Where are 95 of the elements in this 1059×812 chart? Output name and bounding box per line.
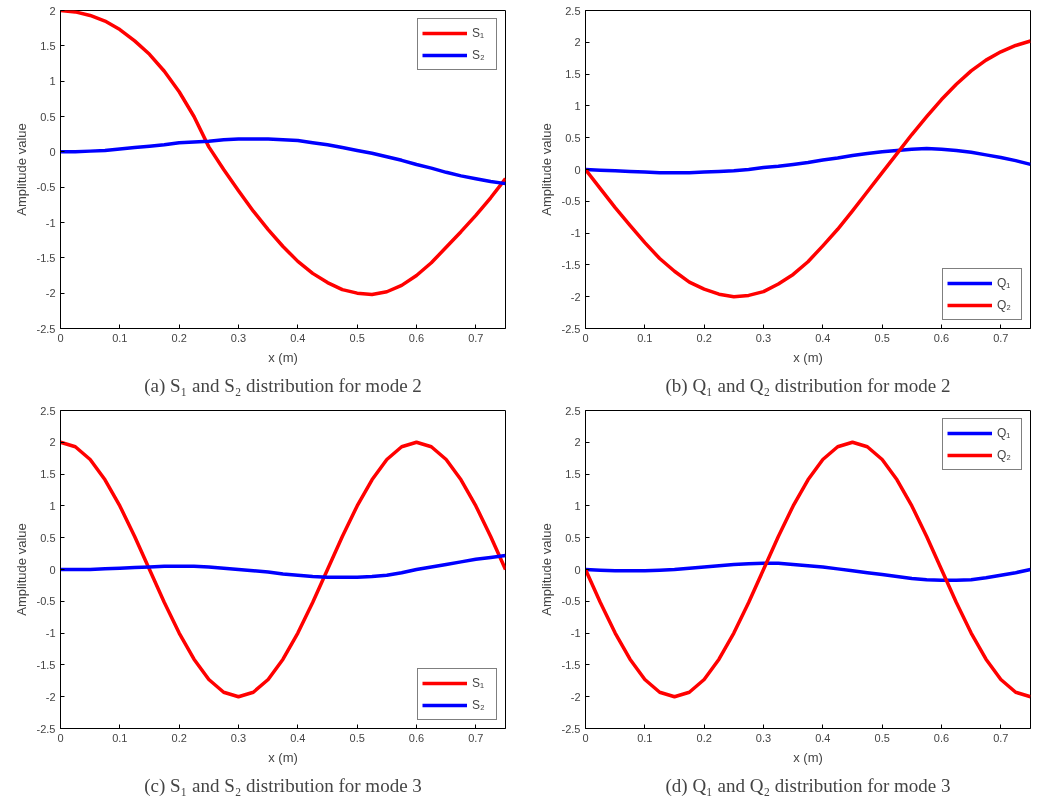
y-tick-label: -0.5 [561,195,581,208]
x-tick-label: 0.3 [230,731,247,744]
x-axis-title: x (m) [268,749,298,765]
y-tick-label: -2.5 [561,722,581,735]
x-tick-label: 0.4 [290,731,306,744]
y-tick-label: -2.5 [36,722,56,735]
legend-label: Q₁ [997,276,1012,290]
x-axis-title: x (m) [793,749,823,765]
y-tick-label: -1.5 [36,658,56,671]
y-axis-title: Amplitude value [538,523,554,616]
y-tick-label: 1.5 [40,39,56,52]
y-axis-title: Amplitude value [538,123,554,216]
text: (c) S₁ and S₂ distribution for mode 3 [144,774,422,797]
y-tick-label: -1.5 [561,658,581,671]
x-tick-label: 0.5 [874,331,890,344]
legend-label: S₁ [472,26,486,40]
y-tick-label: 2 [49,436,56,449]
y-tick-label: 0 [49,145,56,158]
y-tick-label: 2.5 [40,404,56,417]
x-axis-title: x (m) [268,349,298,365]
y-tick-label: -1 [45,627,56,640]
y-tick-label: -0.5 [561,595,581,608]
x-tick-label: 0.1 [112,331,128,344]
x-tick-label: 0.4 [815,331,831,344]
y-tick-label: -0.5 [36,595,56,608]
legend-label: S₂ [472,698,486,712]
x-tick-label: 0.6 [933,331,950,344]
y-axis-title: Amplitude value [13,523,29,616]
x-tick-label: 0.7 [993,731,1009,744]
y-tick-label: -1.5 [36,251,56,264]
y-tick-label: 1.5 [565,468,581,481]
x-tick-label: 0.3 [230,331,247,344]
y-tick-label: -2 [570,690,581,703]
y-tick-label: 0 [49,563,56,576]
text: (b) Q₁ and Q₂ distribution for mode 2 [665,374,951,397]
x-tick-label: 0 [57,331,64,344]
legend-label: Q₂ [997,448,1012,462]
y-tick-label: 0.5 [565,131,581,144]
y-tick-label: -2 [570,290,581,303]
y-tick-label: -2.5 [36,322,56,335]
x-tick-label: 0.1 [637,731,653,744]
y-tick-label: 2 [574,436,581,449]
x-axis-title: x (m) [793,349,823,365]
y-axis-title: Amplitude value [13,123,29,216]
y-tick-label: -1 [45,216,56,229]
y-tick-label: 2.5 [565,404,581,417]
x-tick-label: 0 [57,731,64,744]
y-tick-label: 0.5 [40,110,56,123]
x-tick-label: 0.6 [408,731,425,744]
x-tick-label: 0 [582,331,589,344]
y-tick-label: -1 [570,627,581,640]
y-tick-label: -2.5 [561,322,581,335]
x-tick-label: 0.6 [933,731,950,744]
y-tick-label: 0.5 [40,531,56,544]
x-tick-label: 0 [582,731,589,744]
y-tick-label: 1 [574,99,581,112]
x-tick-label: 0.4 [815,731,831,744]
x-tick-label: 0.6 [408,331,425,344]
y-tick-label: -2 [45,287,56,300]
x-tick-label: 0.4 [290,331,306,344]
y-tick-label: -2 [45,690,56,703]
x-tick-label: 0.7 [468,731,484,744]
y-tick-label: -0.5 [36,181,56,194]
y-tick-label: 1 [49,75,56,88]
y-tick-label: -1 [570,227,581,240]
x-tick-label: 0.3 [755,331,772,344]
x-tick-label: 0.1 [637,331,653,344]
x-tick-label: 0.7 [993,331,1009,344]
y-tick-label: 2 [574,36,581,49]
x-tick-label: 0.7 [468,331,484,344]
x-tick-label: 0.5 [349,331,365,344]
x-tick-label: 0.2 [171,331,187,344]
legend-label: Q₂ [997,298,1012,312]
legend-label: Q₁ [997,426,1012,440]
y-tick-label: 0.5 [565,531,581,544]
x-tick-label: 0.5 [349,731,365,744]
y-tick-label: 1 [49,499,56,512]
y-tick-label: -1.5 [561,258,581,271]
text: (a) S₁ and S₂ distribution for mode 2 [144,374,422,397]
legend-label: S₂ [472,48,486,62]
x-tick-label: 0.1 [112,731,128,744]
y-tick-label: 1.5 [565,68,581,81]
y-tick-label: 1.5 [40,468,56,481]
y-tick-label: 2 [49,4,56,17]
x-tick-label: 0.5 [874,731,890,744]
x-tick-label: 0.2 [696,731,712,744]
text: (d) Q₁ and Q₂ distribution for mode 3 [665,774,951,797]
y-tick-label: 0 [574,563,581,576]
x-tick-label: 0.2 [696,331,712,344]
y-tick-label: 2.5 [565,4,581,17]
y-tick-label: 1 [574,499,581,512]
x-tick-label: 0.2 [171,731,187,744]
y-tick-label: 0 [574,163,581,176]
x-tick-label: 0.3 [755,731,772,744]
legend-label: S₁ [472,676,486,690]
